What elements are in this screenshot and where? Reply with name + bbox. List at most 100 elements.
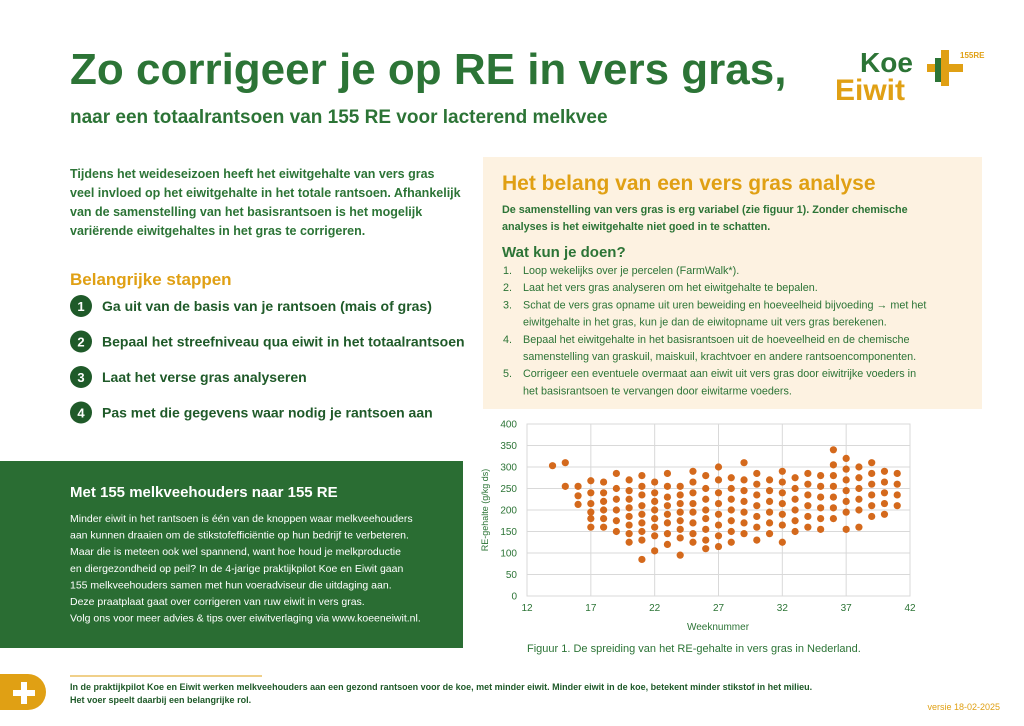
point — [727, 538, 735, 546]
point — [663, 502, 672, 510]
point — [689, 530, 697, 538]
step-badge — [70, 366, 92, 388]
green-box-line: Volg ons voor meer advies & tips over ei… — [70, 613, 421, 625]
list-text: Schat de vers gras opname uit uren bewei… — [523, 299, 926, 311]
step-badge — [70, 295, 92, 317]
point — [893, 502, 901, 510]
y-tick-label: 400 — [500, 420, 517, 431]
point — [663, 493, 672, 501]
step-text: Bepaal het streefniveau qua eiwit in het… — [102, 334, 465, 350]
point — [829, 446, 838, 454]
point — [587, 499, 595, 508]
point — [638, 555, 646, 564]
point — [804, 502, 812, 510]
point — [868, 512, 876, 521]
point — [676, 534, 684, 542]
green-box-line: Deze praatplaat gaat over corrigeren van… — [70, 596, 365, 608]
point — [880, 478, 889, 486]
point — [702, 484, 710, 493]
point — [574, 500, 582, 509]
point — [651, 532, 659, 540]
list-number: 3. — [503, 299, 512, 311]
point — [727, 484, 735, 493]
point — [791, 527, 799, 536]
point — [740, 530, 748, 538]
point — [817, 525, 825, 533]
point — [765, 476, 774, 484]
green-box-line: Maar die is meteen ook wel spannend, wan… — [70, 546, 401, 558]
point — [817, 493, 825, 501]
x-tick-label: 32 — [777, 603, 789, 614]
y-tick-label: 200 — [500, 506, 517, 517]
point — [714, 532, 723, 540]
point — [829, 472, 838, 480]
point — [702, 545, 710, 553]
point — [727, 474, 735, 482]
step-number: 3 — [77, 370, 84, 385]
point — [638, 510, 646, 518]
point — [676, 551, 684, 559]
point — [778, 478, 786, 486]
point — [855, 523, 863, 531]
point — [651, 523, 659, 531]
point — [753, 536, 761, 544]
analysis-box — [483, 157, 982, 409]
point — [740, 487, 748, 495]
point — [714, 521, 723, 529]
point — [625, 512, 633, 521]
point — [714, 510, 723, 518]
point — [740, 459, 748, 467]
logo-text: Eiwit — [835, 74, 905, 107]
point — [740, 476, 748, 484]
point — [587, 515, 595, 523]
point — [689, 508, 697, 516]
step-number: 4 — [77, 406, 85, 421]
point — [625, 495, 633, 503]
point — [817, 482, 825, 490]
point — [702, 525, 710, 533]
point — [842, 497, 850, 505]
point — [638, 519, 646, 527]
point — [727, 517, 735, 525]
point — [612, 506, 620, 514]
analysis-intro: analyses is het eiwitgehalte niet goed i… — [502, 221, 770, 233]
point — [804, 480, 812, 488]
point — [600, 523, 608, 531]
step-number: 1 — [77, 299, 84, 314]
point — [625, 521, 633, 529]
point — [753, 469, 761, 478]
point — [714, 489, 723, 497]
step-text: Laat het verse gras analyseren — [102, 369, 307, 385]
point — [702, 506, 710, 514]
point — [625, 530, 633, 538]
point — [804, 469, 812, 478]
point — [561, 459, 569, 467]
y-axis-label: RE-gehalte (g/kg ds) — [480, 469, 490, 552]
point — [612, 517, 620, 525]
point — [625, 487, 633, 495]
point — [868, 459, 876, 467]
point — [893, 469, 901, 478]
point — [753, 502, 761, 510]
footer-line: In de praktijkpilot Koe en Eiwit werken … — [70, 682, 812, 692]
green-box-line: aan kunnen draaien om de stikstofefficië… — [70, 530, 409, 542]
point — [676, 525, 684, 533]
green-box-title: Met 155 melkveehouders naar 155 RE — [70, 484, 338, 501]
plot-frame — [526, 423, 911, 597]
point — [625, 538, 633, 546]
point — [587, 489, 595, 497]
step-text: Ga uit van de basis van je rantsoen (mai… — [102, 298, 432, 314]
point — [689, 538, 697, 546]
point — [778, 489, 786, 497]
point — [765, 487, 774, 495]
point — [676, 508, 684, 516]
point — [791, 474, 799, 482]
point — [676, 517, 684, 525]
point — [842, 476, 850, 484]
point — [817, 504, 825, 512]
point — [855, 495, 863, 503]
point — [829, 504, 838, 512]
point — [676, 482, 684, 490]
